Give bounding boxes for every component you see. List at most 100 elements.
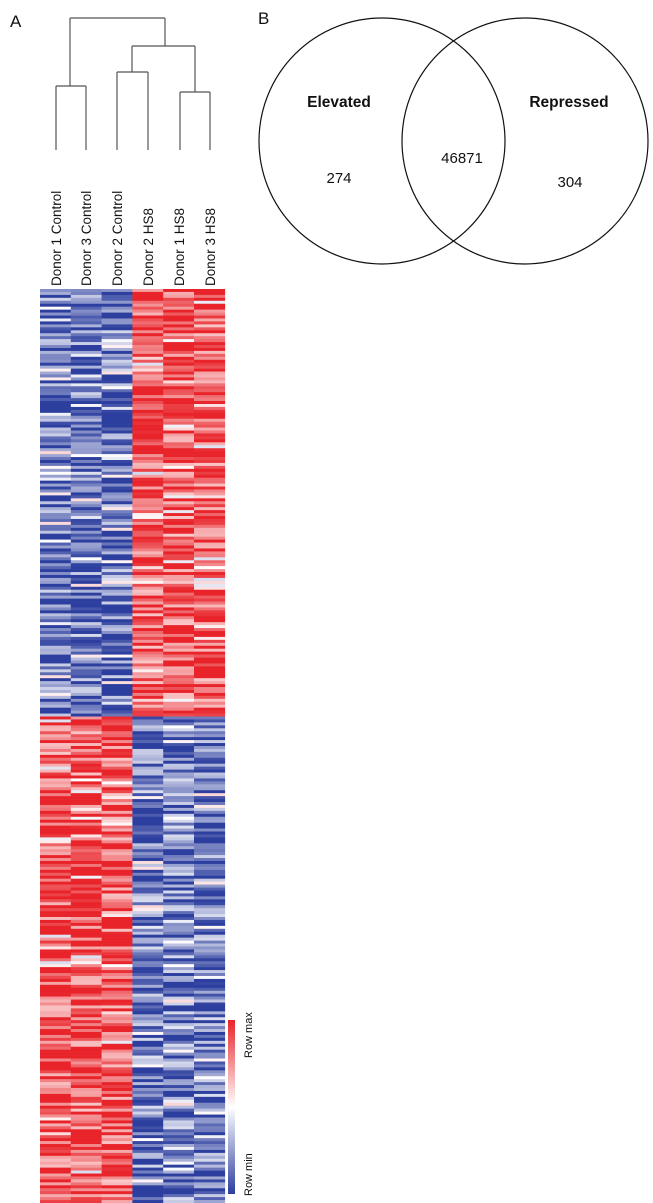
heatmap-cell — [163, 813, 195, 818]
heatmap-cell — [40, 781, 72, 785]
column-label-6: Donor 3 HS8 — [203, 208, 218, 286]
heatmap-cell — [70, 628, 102, 632]
heatmap-cell — [101, 816, 133, 821]
heatmap-cell — [40, 409, 72, 414]
heatmap-cell — [132, 863, 164, 868]
heatmap-cell — [132, 849, 164, 853]
heatmap-cell — [132, 498, 164, 502]
heatmap-cell — [194, 1058, 226, 1062]
heatmap-cell — [40, 527, 72, 532]
heatmap-cell — [101, 663, 133, 667]
heatmap-cell — [70, 1090, 102, 1095]
heatmap-cell — [132, 858, 164, 862]
heatmap-cell — [40, 884, 72, 888]
heatmap-cell — [194, 433, 226, 437]
heatmap-cell — [194, 846, 226, 850]
heatmap-cell — [40, 858, 72, 862]
heatmap-cell — [194, 925, 226, 930]
heatmap-cell — [101, 1188, 133, 1192]
heatmap-cell — [40, 737, 72, 741]
heatmap-cell — [70, 589, 102, 593]
heatmap-cell — [194, 533, 226, 537]
heatmap-cell — [101, 893, 133, 897]
heatmap-cell — [132, 722, 164, 726]
heatmap-cell — [194, 781, 226, 785]
heatmap-cell — [163, 990, 195, 994]
heatmap-cell — [70, 1197, 102, 1201]
heatmap-cell — [101, 984, 133, 989]
heatmap-cell — [194, 790, 226, 794]
heatmap-cell — [40, 881, 72, 885]
heatmap-cell — [70, 1158, 102, 1163]
heatmap-cell — [101, 1005, 133, 1009]
heatmap-cell — [40, 1099, 72, 1104]
heatmap-cell — [101, 1170, 133, 1174]
heatmap-cell — [194, 757, 226, 762]
heatmap-cell — [194, 507, 226, 511]
heatmap-cell — [132, 554, 164, 558]
heatmap-cell — [101, 445, 133, 449]
heatmap-cell — [194, 1185, 226, 1189]
heatmap-cell — [132, 386, 164, 390]
heatmap-cell — [70, 1200, 102, 1203]
heatmap-cell — [132, 834, 164, 838]
heatmap-cell — [40, 1073, 72, 1077]
heatmap-cell — [132, 1176, 164, 1180]
heatmap-cell — [132, 663, 164, 667]
heatmap-cell — [163, 757, 195, 762]
heatmap-cell — [163, 1099, 195, 1104]
heatmap-cell — [163, 347, 195, 352]
heatmap-cell — [40, 362, 72, 366]
heatmap-cell — [132, 831, 164, 835]
heatmap-cell — [101, 1146, 133, 1151]
heatmap-cell — [40, 713, 72, 717]
heatmap-cell — [101, 866, 133, 871]
heatmap-cell — [101, 359, 133, 364]
heatmap-cell — [40, 1152, 72, 1157]
heatmap-cell — [40, 589, 72, 593]
heatmap-cell — [101, 681, 133, 685]
heatmap-cell — [40, 760, 72, 764]
heatmap-cell — [70, 412, 102, 417]
heatmap-cell — [40, 580, 72, 585]
heatmap-cell — [163, 743, 195, 747]
heatmap-cell — [40, 799, 72, 803]
heatmap-cell — [101, 551, 133, 555]
heatmap-cell — [101, 580, 133, 585]
heatmap-cell — [40, 1058, 72, 1062]
color-scale-bar — [228, 1020, 235, 1194]
heatmap-cell — [132, 1093, 164, 1098]
heatmap-cell — [194, 412, 226, 417]
heatmap-cell — [101, 858, 133, 862]
heatmap-cell — [101, 639, 133, 644]
heatmap-cell — [132, 489, 164, 493]
heatmap-cell — [70, 601, 102, 605]
heatmap-cell — [194, 486, 226, 490]
heatmap-cell — [101, 622, 133, 626]
heatmap-cell — [132, 613, 164, 617]
heatmap-cell — [70, 837, 102, 841]
heatmap-cell — [70, 952, 102, 956]
heatmap-cell — [163, 333, 195, 337]
heatmap-cell — [70, 483, 102, 487]
heatmap-cell — [70, 347, 102, 352]
heatmap-cell — [40, 412, 72, 417]
heatmap-cell — [101, 728, 133, 732]
heatmap-cell — [163, 996, 195, 1000]
heatmap-cell — [101, 919, 133, 924]
heatmap-cell — [101, 350, 133, 355]
heatmap-cell — [70, 551, 102, 555]
heatmap-cell — [101, 395, 133, 399]
heatmap-cell — [101, 521, 133, 526]
heatmap-cell — [194, 746, 226, 750]
heatmap-cell — [163, 616, 195, 620]
heatmap-cell — [132, 294, 164, 299]
heatmap-cell — [132, 784, 164, 788]
heatmap-cell — [194, 1144, 226, 1148]
heatmap-cell — [101, 527, 133, 532]
heatmap-cell — [40, 303, 72, 307]
heatmap-cell — [40, 946, 72, 950]
heatmap-cell — [70, 1037, 102, 1042]
heatmap-cell — [40, 1034, 72, 1039]
heatmap-cell — [163, 775, 195, 779]
